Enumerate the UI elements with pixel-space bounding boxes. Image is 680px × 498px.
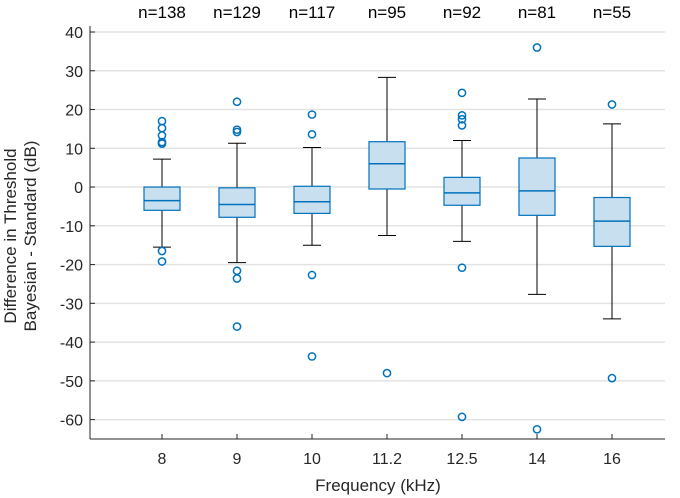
n-count-label: n=138 bbox=[138, 3, 186, 22]
box-12.5 bbox=[443, 88, 481, 422]
y-tick-label: 40 bbox=[65, 25, 83, 42]
axes bbox=[89, 26, 665, 440]
outlier-point bbox=[532, 424, 542, 434]
box-16 bbox=[593, 100, 631, 383]
outlier-point bbox=[307, 352, 317, 361]
box-9 bbox=[218, 97, 256, 331]
outlier-point bbox=[457, 110, 467, 120]
box-iqr bbox=[143, 186, 181, 211]
labels: Frequency (kHz) Difference in Threshold … bbox=[1, 3, 631, 495]
grid-lines bbox=[90, 31, 665, 421]
outlier-point bbox=[232, 127, 242, 137]
n-count-label: n=55 bbox=[593, 3, 631, 22]
outlier-point bbox=[457, 412, 467, 422]
outlier-point bbox=[457, 88, 467, 98]
y-tick-label: -60 bbox=[60, 413, 83, 430]
x-tick-label: 16 bbox=[603, 451, 621, 468]
x-tick-label: 14 bbox=[528, 451, 546, 468]
outlier-point bbox=[157, 257, 167, 266]
x-tick-label: 11.2 bbox=[372, 451, 402, 468]
outlier-point bbox=[457, 114, 467, 124]
box-iqr bbox=[443, 176, 481, 206]
outlier-point bbox=[307, 110, 317, 119]
n-count-label: n=95 bbox=[368, 3, 406, 22]
outlier-point bbox=[382, 368, 392, 378]
x-axis-label: Frequency (kHz) bbox=[315, 476, 441, 495]
y-tick-label: -40 bbox=[60, 335, 83, 352]
outlier-point bbox=[307, 129, 317, 139]
x-tick-label: 10 bbox=[303, 451, 321, 468]
y-axis-label-line-1: Difference in Threshold bbox=[1, 148, 20, 323]
y-tick-label: -50 bbox=[60, 374, 83, 391]
outlier-point bbox=[232, 266, 242, 276]
n-count-label: n=92 bbox=[443, 3, 481, 22]
x-tick-label: 8 bbox=[158, 451, 167, 468]
y-tick-label: 20 bbox=[65, 103, 83, 120]
outlier-point bbox=[307, 270, 317, 280]
box-8 bbox=[143, 116, 181, 266]
box-10 bbox=[293, 110, 331, 361]
box-iqr bbox=[593, 196, 631, 247]
box-iqr bbox=[368, 141, 406, 190]
outlier-point bbox=[457, 121, 467, 130]
y-axis-label-line-2: Bayesian - Standard (dB) bbox=[21, 141, 40, 332]
y-tick-label: -10 bbox=[60, 219, 83, 236]
box-11.2 bbox=[368, 76, 406, 378]
outlier-point bbox=[607, 100, 617, 109]
outlier-point bbox=[157, 116, 167, 126]
box-iqr bbox=[518, 157, 556, 216]
box-14 bbox=[518, 43, 556, 434]
outlier-point bbox=[457, 263, 467, 273]
y-tick-label: 30 bbox=[65, 64, 83, 81]
outlier-point bbox=[157, 246, 167, 256]
y-tick-label: 10 bbox=[65, 141, 83, 158]
outlier-point bbox=[157, 123, 167, 133]
outlier-point bbox=[232, 97, 242, 107]
n-count-label: n=117 bbox=[289, 3, 335, 22]
outlier-point bbox=[157, 139, 167, 148]
outlier-point bbox=[532, 43, 542, 52]
n-count-label: n=81 bbox=[518, 3, 556, 22]
outlier-point bbox=[232, 274, 242, 283]
y-tick-label: 0 bbox=[74, 180, 83, 197]
n-count-label: n=129 bbox=[213, 3, 261, 22]
box-iqr bbox=[293, 185, 331, 215]
y-tick-label: -20 bbox=[60, 258, 83, 275]
outlier-point bbox=[607, 373, 617, 383]
box-iqr bbox=[218, 187, 256, 218]
outlier-point bbox=[232, 322, 242, 331]
box-series bbox=[143, 43, 631, 434]
y-tick-label: -30 bbox=[60, 296, 83, 313]
x-tick-label: 12.5 bbox=[446, 451, 477, 468]
x-tick-label: 9 bbox=[233, 451, 242, 468]
